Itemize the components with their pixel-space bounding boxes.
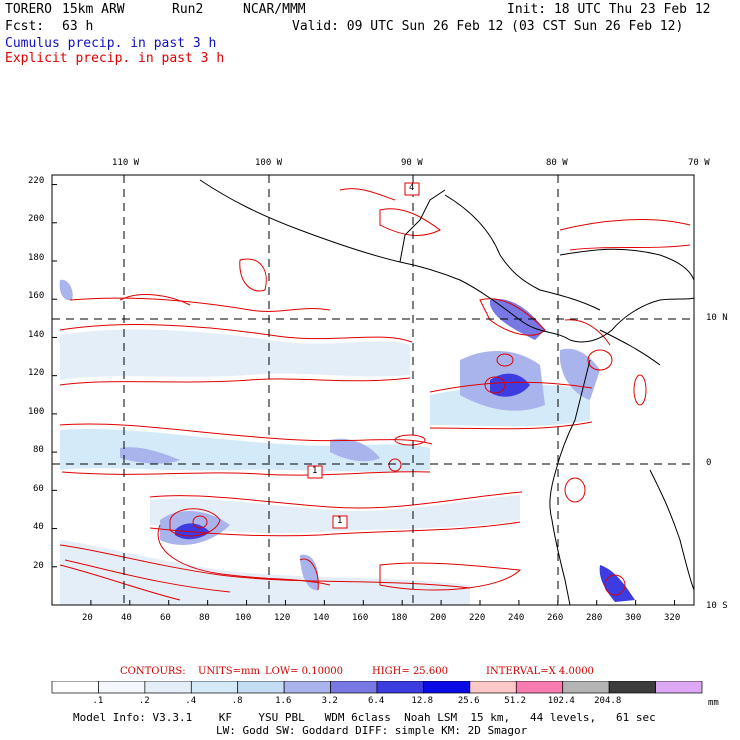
- lon-label-90w: 90 W: [401, 158, 423, 168]
- colorbar-swatch: [515, 681, 564, 694]
- colorbar-swatch: [283, 681, 331, 694]
- colorbar-swatch: [98, 681, 146, 694]
- y-tick-label: 180: [28, 253, 45, 263]
- model-physics: LW: Godd SW: Goddard DIFF: simple KM: 2D…: [216, 724, 528, 737]
- init-time: Init: 18 UTC Thu 23 Feb 12: [507, 2, 711, 17]
- x-tick-label: 20: [82, 613, 93, 623]
- colorbar-swatch: [51, 681, 99, 694]
- colorbar-label: .4: [185, 696, 197, 706]
- box-label-4: 4: [409, 183, 415, 193]
- y-tick-label: 200: [28, 214, 45, 224]
- colorbar-label: .8: [231, 696, 243, 706]
- y-tick-label: 40: [33, 522, 44, 532]
- x-tick-label: 280: [586, 613, 603, 623]
- fcst-value: 63 h: [62, 19, 94, 34]
- x-tick-label: 260: [547, 613, 564, 623]
- field-cumulus: Cumulus precip. in past 3 h: [5, 36, 217, 51]
- colorbar-label: .2: [138, 696, 150, 706]
- x-tick-label: 300: [625, 613, 642, 623]
- colorbar-label: 204.8: [594, 696, 622, 706]
- fcst-label: Fcst:: [5, 19, 45, 34]
- lat-label-10n: 10 N: [706, 313, 728, 323]
- model-name: TORERO: [5, 2, 52, 17]
- y-tick-label: 140: [28, 330, 45, 340]
- colorbar-swatch: [144, 681, 192, 694]
- lat-label-0: 0: [706, 458, 712, 468]
- colorbar: [51, 681, 703, 694]
- x-axis-ticks: [90, 600, 676, 605]
- colorbar-swatch: [562, 681, 610, 694]
- lat-label-10s: 10 S: [706, 601, 728, 611]
- colorbar-swatch: [469, 681, 517, 694]
- colorbar-swatch: [330, 681, 378, 694]
- lon-label-110w: 110 W: [112, 158, 140, 168]
- colorbar-swatch: [237, 681, 285, 694]
- colorbar-swatch: [190, 681, 239, 694]
- contours-low: LOW= 0.10000: [265, 666, 344, 677]
- colorbar-swatch: [608, 681, 656, 694]
- x-tick-label: 120: [274, 613, 291, 623]
- x-tick-label: 200: [430, 613, 447, 623]
- valid-time: Valid: 09 UTC Sun 26 Feb 12 (03 CST Sun …: [292, 19, 684, 34]
- x-tick-label: 220: [469, 613, 486, 623]
- colorbar-swatch: [655, 681, 703, 694]
- x-tick-label: 180: [391, 613, 408, 623]
- colorbar-label: 51.2: [504, 696, 526, 706]
- lon-label-70w: 70 W: [688, 158, 710, 168]
- explicit-precip-contours: [59, 188, 691, 601]
- y-tick-label: 220: [28, 176, 45, 186]
- colorbar-label: 1.6: [275, 696, 292, 706]
- x-tick-label: 240: [508, 613, 525, 623]
- x-tick-label: 80: [199, 613, 210, 623]
- box-label-1a: 1: [312, 466, 318, 476]
- colorbar-label: 6.4: [368, 696, 385, 706]
- colorbar-swatch: [376, 681, 424, 694]
- colorbar-label: 102.4: [547, 696, 575, 706]
- colorbar-label: 25.6: [457, 696, 480, 706]
- colorbar-label: 3.2: [321, 696, 338, 706]
- box-labels: [307, 182, 420, 529]
- contours-label: CONTOURS:: [120, 666, 186, 677]
- y-tick-label: 160: [28, 291, 45, 301]
- y-axis-ticks: [52, 184, 57, 568]
- contours-interval: INTERVAL=X 4.0000: [486, 666, 594, 677]
- x-tick-label: 60: [160, 613, 171, 623]
- colorbar-label: 12.8: [411, 696, 434, 706]
- x-tick-label: 140: [313, 613, 330, 623]
- x-tick-label: 160: [352, 613, 369, 623]
- y-tick-label: 100: [28, 407, 45, 417]
- lon-label-80w: 80 W: [546, 158, 568, 168]
- lat-lon-grid: [52, 175, 694, 605]
- resolution-label: 15km ARW: [62, 2, 125, 17]
- model-info: Model Info: V3.3.1 KF YSU PBL WDM 6class…: [73, 711, 656, 724]
- coastlines: [199, 179, 694, 605]
- contours-high: HIGH= 25.600: [372, 666, 448, 677]
- field-explicit: Explicit precip. in past 3 h: [5, 51, 225, 66]
- lon-label-100w: 100 W: [255, 158, 283, 168]
- x-tick-label: 100: [235, 613, 252, 623]
- y-tick-label: 80: [33, 445, 44, 455]
- colorbar-swatch: [423, 681, 471, 694]
- box-label-1b: 1: [337, 516, 343, 526]
- org-label: NCAR/MMM: [243, 2, 306, 17]
- contours-units: UNITS=mm: [198, 666, 260, 677]
- y-tick-label: 60: [33, 484, 44, 494]
- plot-frame: [51, 174, 695, 606]
- plot-area: [52, 175, 694, 605]
- colorbar-unit: mm: [708, 698, 719, 708]
- cumulus-precip-shading: [59, 279, 635, 605]
- run-label: Run2: [172, 2, 204, 17]
- x-tick-label: 320: [664, 613, 681, 623]
- x-tick-label: 40: [121, 613, 132, 623]
- y-tick-label: 120: [28, 368, 45, 378]
- colorbar-label: .1: [92, 696, 104, 706]
- y-tick-label: 20: [33, 561, 44, 571]
